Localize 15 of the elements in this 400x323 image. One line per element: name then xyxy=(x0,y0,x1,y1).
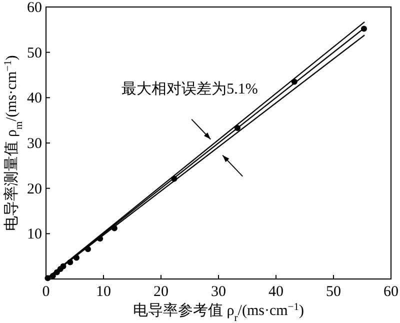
x-tick-label: 60 xyxy=(384,284,398,300)
x-tick-label: 40 xyxy=(268,284,284,300)
y-tick-label: 10 xyxy=(27,226,42,243)
y-tick-label: 20 xyxy=(27,181,42,198)
x-tick-label: 20 xyxy=(154,284,168,300)
y-tick-label: 30 xyxy=(27,136,42,152)
y-tick-label: 60 xyxy=(27,0,42,16)
x-tick-label: 0 xyxy=(42,284,50,300)
x-tick-label: 30 xyxy=(211,284,226,300)
x-tick-label: 10 xyxy=(96,284,111,300)
y-tick-label: 40 xyxy=(27,90,42,107)
x-axis-title: 电导率参考值 ρ$_{r}$/(ms·cm$^{−1}$) xyxy=(133,302,304,323)
x-tick-label: 50 xyxy=(326,284,341,300)
annotation: 最大相对误差为5.1% xyxy=(122,80,258,98)
y-tick-label: 50 xyxy=(27,45,42,62)
